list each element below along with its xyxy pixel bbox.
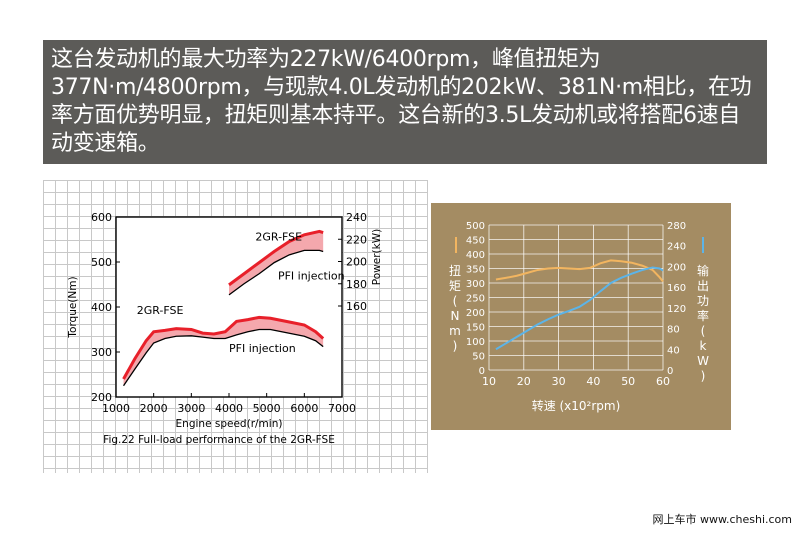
y-right-tick-label: 120 bbox=[667, 304, 686, 315]
footer-watermark: 网上车市 www.cheshi.com bbox=[652, 511, 792, 527]
right-chart-svg: 10 20 30 40 50 600501001502002503003504004505… bbox=[449, 221, 709, 413]
annotation-label: 2GR-FSE bbox=[137, 304, 184, 317]
annotation-label: 2GR-FSE bbox=[255, 230, 302, 243]
power-band bbox=[229, 231, 324, 295]
y-left-tick-label: 400 bbox=[466, 250, 485, 261]
right-chart-figure: 10 20 30 40 50 60 0 50 100 150 200 250 300 350 400 450 5… bbox=[431, 203, 731, 430]
y-left-tick-label: 300 bbox=[466, 279, 485, 290]
series-line-power-pfi bbox=[228, 249, 324, 296]
y-right-tick-label: 240 bbox=[346, 211, 367, 224]
y-right-tick-label: 200 bbox=[346, 256, 367, 269]
x-tick-label: 30 bbox=[552, 375, 566, 388]
torque-line bbox=[495, 259, 664, 283]
y-left-tick-label: 0 bbox=[479, 366, 485, 377]
y-right-tick-label: 180 bbox=[346, 278, 367, 291]
y-right-tick-label: 40 bbox=[667, 345, 680, 356]
left-chart-figure: 1000 2000 3000 4000 5000 6000 7000 200 300 400 500… bbox=[43, 180, 428, 473]
y-left-tick-label: 150 bbox=[466, 323, 485, 334]
series-line-torque-pfi bbox=[122, 328, 324, 387]
x-tick-label: 3000 bbox=[177, 402, 205, 415]
x-tick-label: 60 bbox=[656, 375, 670, 388]
annotation-label: PFI injection bbox=[229, 342, 296, 355]
y-right-tick-label: 220 bbox=[346, 233, 367, 246]
y-left-tick-label: 600 bbox=[91, 211, 112, 224]
y-right-tick-label: 80 bbox=[667, 325, 680, 336]
series-line-power-gr bbox=[228, 229, 324, 287]
y-left-tick-label: 100 bbox=[466, 337, 485, 348]
x-tick-label: 7000 bbox=[328, 402, 356, 415]
y-right-tick-label: 280 bbox=[667, 221, 686, 232]
y-left-tick-label: 200 bbox=[466, 308, 485, 319]
y-left-axis-label: Torque(Nm) bbox=[67, 276, 79, 338]
y-left-tick-label: 50 bbox=[472, 352, 485, 363]
y-left-tick-label: 400 bbox=[91, 301, 112, 314]
x-tick-label: 4000 bbox=[215, 402, 243, 415]
power-line bbox=[495, 266, 664, 351]
footer-text: 网上车市 www.cheshi.com bbox=[652, 513, 792, 526]
y-right-axis-label: 输出功率(k W) bbox=[697, 263, 709, 383]
y-right-tick-label: 200 bbox=[667, 262, 686, 273]
y-right-axis-label: Power(kW) bbox=[371, 229, 383, 285]
y-left-tick-label: 500 bbox=[91, 256, 112, 269]
chart-title: Fig.22 Full-load performance of the 2GR-… bbox=[103, 434, 335, 446]
y-left-tick-label: 350 bbox=[466, 265, 485, 276]
y-right-tick-label: 160 bbox=[667, 283, 686, 294]
x-tick-label: 5000 bbox=[253, 402, 281, 415]
y-right-tick-label: 160 bbox=[346, 300, 367, 313]
x-axis-label: Engine speed(r/min) bbox=[176, 418, 283, 430]
y-left-tick-label: 300 bbox=[91, 346, 112, 359]
y-right-tick-label: 240 bbox=[667, 242, 686, 253]
y-left-tick-label: 250 bbox=[466, 294, 485, 305]
x-tick-label: 1000 bbox=[102, 402, 130, 415]
x-axis-label: 转速 (x10²rpm) bbox=[532, 398, 621, 413]
x-tick-label: 10 bbox=[482, 375, 496, 388]
y-right-tick-label: 0 bbox=[667, 366, 673, 377]
x-tick-label: 6000 bbox=[290, 402, 318, 415]
y-left-tick-label: 450 bbox=[466, 236, 485, 247]
x-tick-label: 2000 bbox=[140, 402, 168, 415]
y-left-tick-label: 200 bbox=[91, 391, 112, 404]
x-tick-label: 20 bbox=[517, 375, 531, 388]
torque-band bbox=[123, 317, 324, 386]
x-tick-label: 50 bbox=[621, 375, 635, 388]
y-left-tick-label: 500 bbox=[466, 221, 485, 232]
caption-text: 这台发动机的最大功率为227kW/6400rpm，峰值扭矩为377N·m/480… bbox=[51, 47, 752, 156]
annotation-label: PFI injection bbox=[278, 269, 345, 282]
left-chart-svg: 1000 2000 3000 4000 5000 6000 7000 200 300 400 500… bbox=[67, 211, 383, 446]
series-line-torque-gr bbox=[122, 315, 325, 380]
caption-banner: 这台发动机的最大功率为227kW/6400rpm，峰值扭矩为377N·m/480… bbox=[43, 40, 767, 164]
x-tick-label: 40 bbox=[586, 375, 600, 388]
